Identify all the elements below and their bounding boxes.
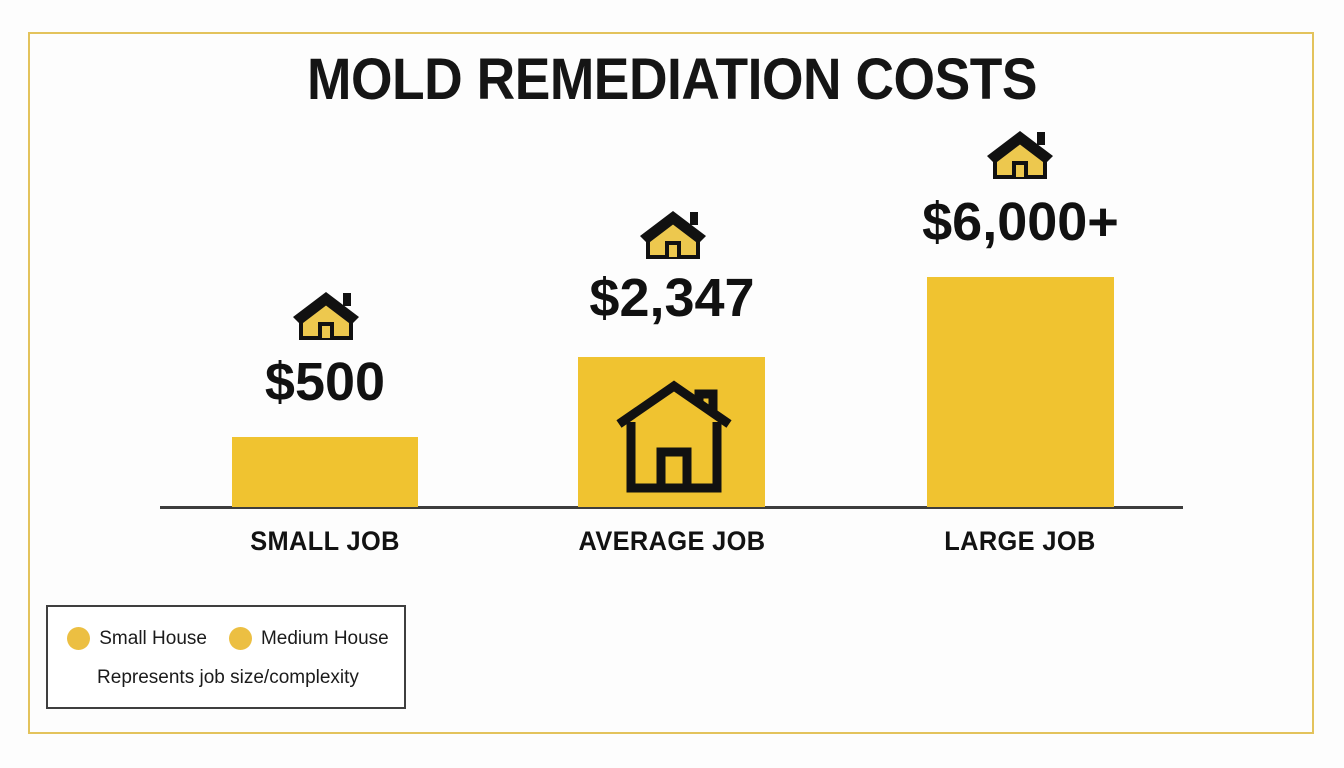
legend-note: Represents job size/complexity <box>97 667 359 688</box>
value-label-small-job: $500 <box>264 352 386 412</box>
house-icon <box>987 131 1053 179</box>
bar-small-job <box>232 437 418 507</box>
house-icon <box>293 292 359 340</box>
page-title: MOLD REMEDIATION COSTS <box>307 47 1037 112</box>
legend-swatch-icon <box>67 627 91 650</box>
decorative-frame <box>28 32 1314 734</box>
legend-entries: Small House Medium House <box>48 627 408 650</box>
legend-swatch-icon <box>228 627 252 650</box>
bar-large-job <box>927 277 1114 507</box>
category-label-average-job: AVERAGE JOB <box>578 526 766 556</box>
value-label-large-job: $6,000+ <box>922 192 1119 252</box>
legend-label: Small House <box>99 627 207 649</box>
house-icon <box>640 211 706 259</box>
bar-average-job <box>578 357 765 507</box>
legend-item-small-house: Small House <box>67 627 207 650</box>
chart-legend: Small House Medium House Represents job … <box>46 605 406 709</box>
category-label-large-job: LARGE JOB <box>944 526 1096 556</box>
category-label-small-job: SMALL JOB <box>250 526 400 556</box>
house-outline-icon <box>616 380 732 493</box>
chart-baseline-axis <box>160 506 1183 509</box>
legend-label: Medium House <box>260 627 389 649</box>
value-label-average-job: $2,347 <box>589 268 755 328</box>
legend-item-medium-house: Medium House <box>228 627 389 650</box>
